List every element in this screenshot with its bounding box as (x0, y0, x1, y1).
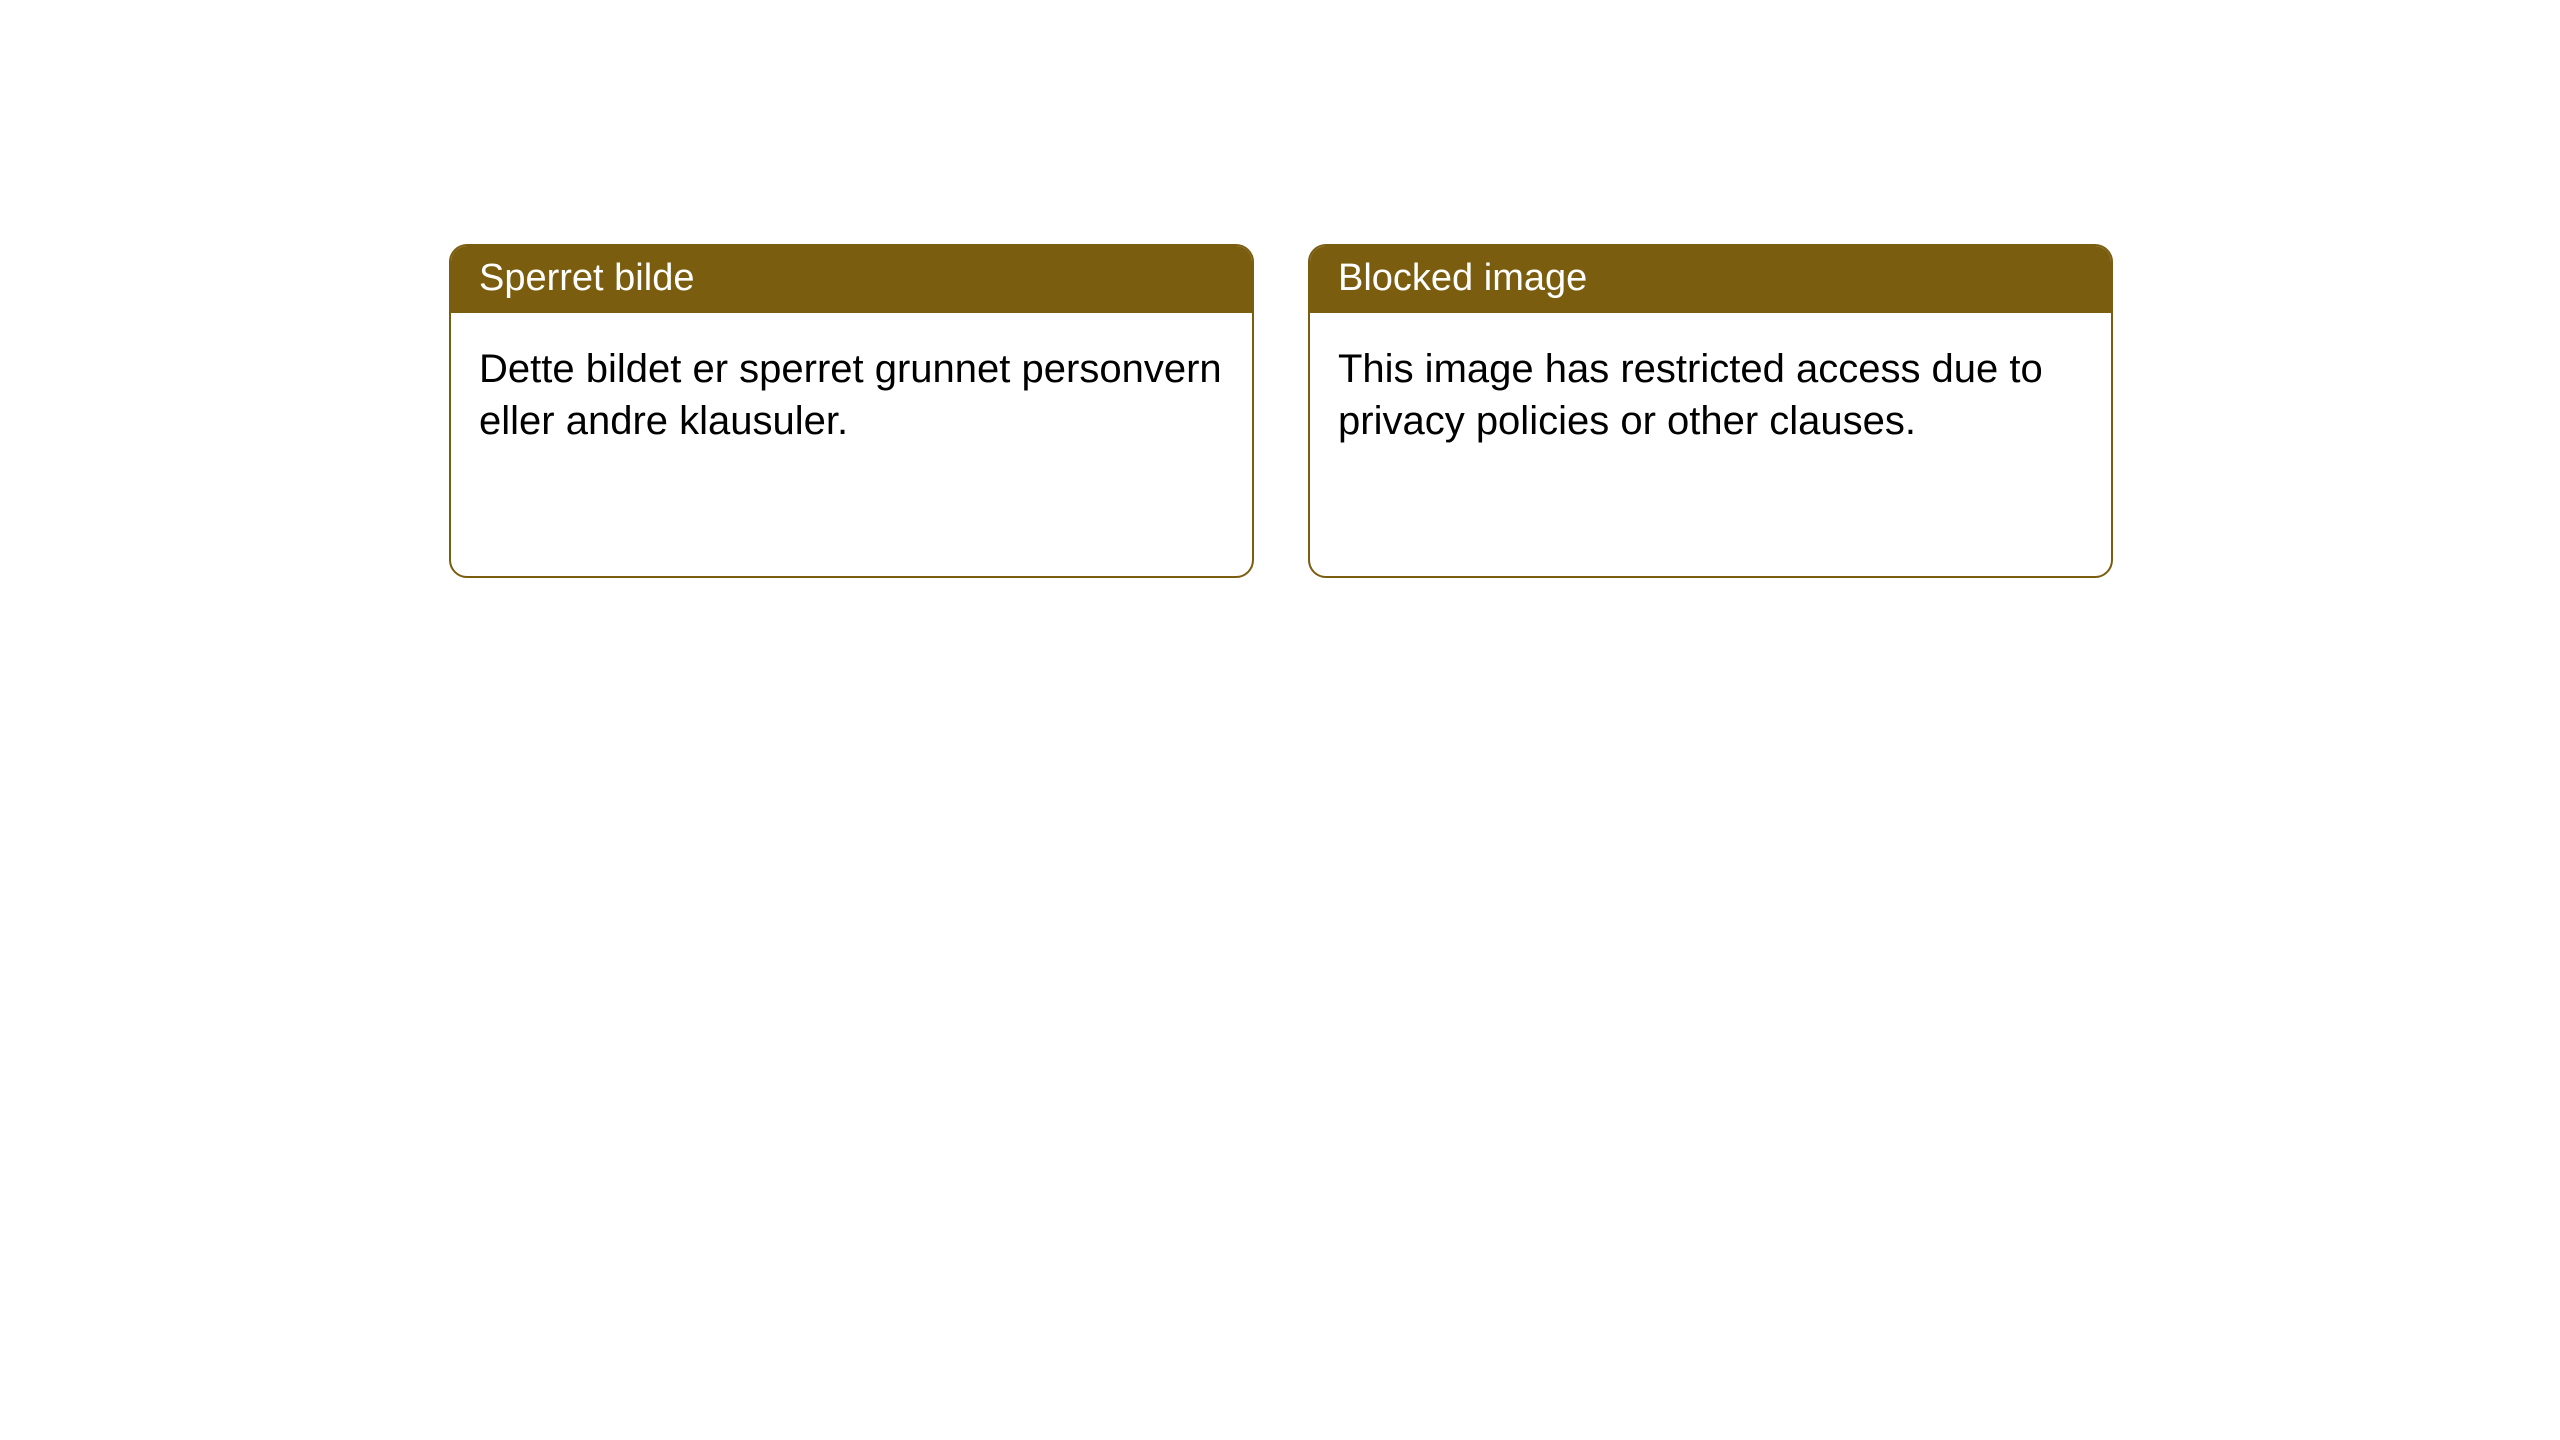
notice-container: Sperret bilde Dette bildet er sperret gr… (449, 244, 2113, 578)
notice-body-english: This image has restricted access due to … (1310, 313, 2111, 467)
notice-title-norwegian: Sperret bilde (451, 246, 1252, 313)
notice-body-norwegian: Dette bildet er sperret grunnet personve… (451, 313, 1252, 467)
notice-card-english: Blocked image This image has restricted … (1308, 244, 2113, 578)
notice-title-english: Blocked image (1310, 246, 2111, 313)
notice-card-norwegian: Sperret bilde Dette bildet er sperret gr… (449, 244, 1254, 578)
